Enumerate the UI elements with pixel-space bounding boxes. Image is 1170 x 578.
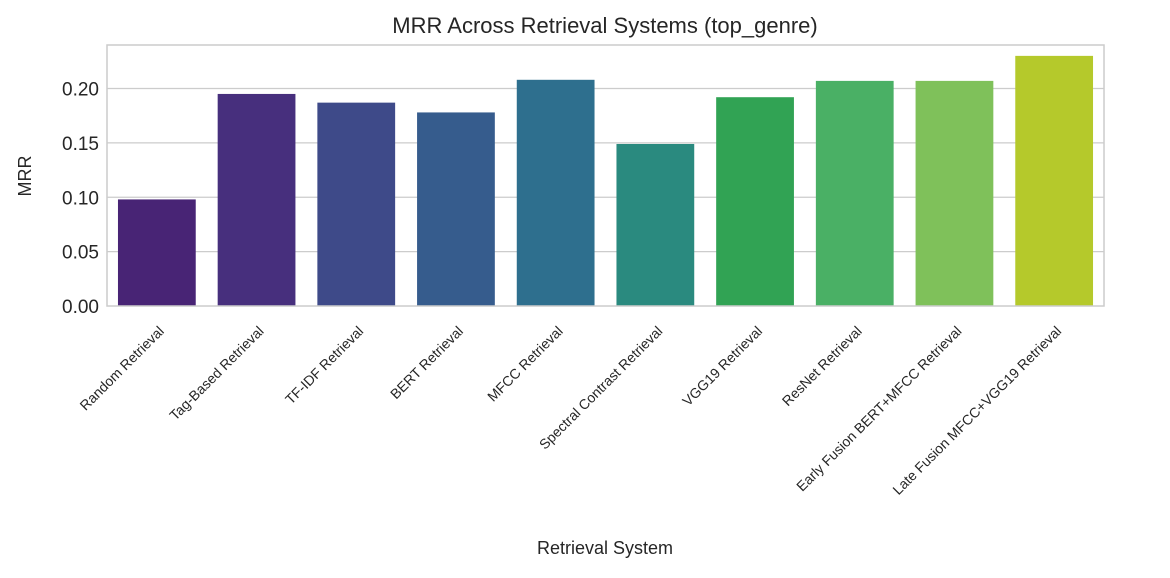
bar bbox=[117, 199, 196, 306]
y-tick-label: 0.00 bbox=[62, 297, 99, 318]
bar bbox=[1015, 55, 1094, 306]
y-axis-label: MRR bbox=[15, 156, 35, 197]
bar bbox=[915, 80, 994, 306]
bar bbox=[217, 93, 296, 306]
bar bbox=[815, 80, 894, 306]
bars bbox=[117, 55, 1094, 306]
x-axis-label: Retrieval System bbox=[537, 538, 673, 558]
bar bbox=[616, 143, 695, 306]
bar bbox=[417, 112, 495, 306]
bar bbox=[716, 97, 794, 306]
y-tick-label: 0.05 bbox=[62, 243, 99, 264]
bar bbox=[317, 102, 396, 306]
y-tick-label: 0.20 bbox=[62, 80, 99, 101]
y-tick-label: 0.15 bbox=[62, 134, 99, 155]
chart-title: MRR Across Retrieval Systems (top_genre) bbox=[392, 13, 817, 38]
y-tick-labels: 0.00 0.05 0.10 0.15 0.20 bbox=[62, 80, 99, 319]
plot-frame bbox=[106, 44, 1105, 307]
bar bbox=[516, 79, 595, 306]
y-tick-label: 0.10 bbox=[62, 188, 99, 209]
